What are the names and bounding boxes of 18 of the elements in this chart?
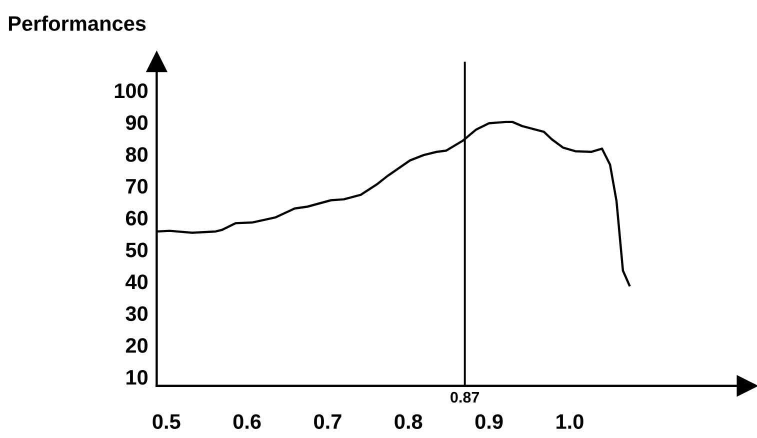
- y-tick-label: 40: [126, 274, 148, 290]
- x-tick-label: 0.9: [475, 414, 503, 429]
- y-tick-label: 10: [126, 370, 148, 385]
- y-tick-label: 90: [126, 115, 148, 130]
- y-tick-label: 80: [126, 147, 148, 162]
- y-tick-label: 20: [126, 338, 148, 353]
- x-tick-label: 0.8: [394, 414, 422, 429]
- y-tick-label: 70: [126, 178, 148, 194]
- x-tick-label: 0.5: [152, 414, 180, 429]
- x-tick-label: 1.0: [556, 414, 584, 429]
- y-tick-label: 100: [114, 83, 148, 98]
- ref-line-label: 0.87: [450, 392, 480, 403]
- y-tick-label: 50: [126, 242, 148, 258]
- x-tick-label: 0.7: [314, 414, 342, 429]
- y-tick-label: 60: [126, 210, 148, 226]
- y-axis-title: Performances: [8, 16, 146, 31]
- y-tick-label: 30: [126, 306, 148, 322]
- x-tick-label: 0.6: [233, 414, 261, 429]
